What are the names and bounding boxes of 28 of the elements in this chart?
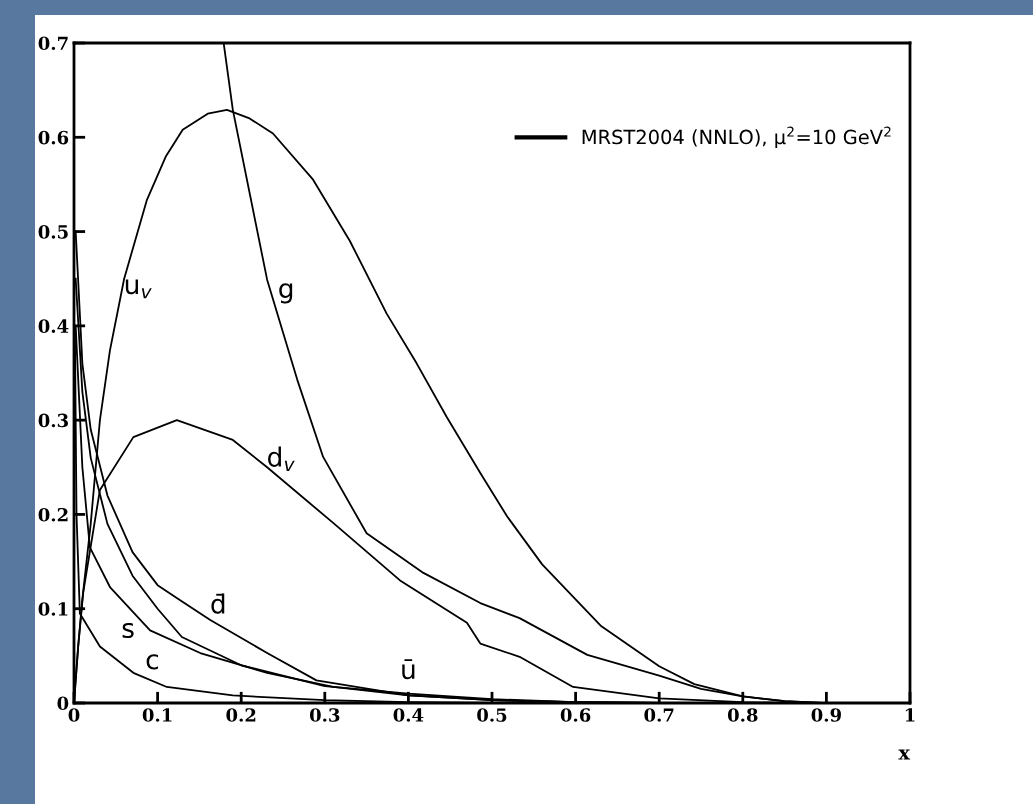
series-label: s — [122, 622, 134, 639]
series-label: u$_{v}$ — [125, 279, 152, 299]
x-tick-label: 0.8 — [727, 708, 758, 722]
annotation: MRST2004 (NNLO), μ$^{2}$=10 GeV$^{2}$ — [582, 126, 891, 149]
x-axis-title: x — [898, 749, 911, 760]
x-tick-label: 0.9 — [811, 708, 841, 722]
series-label: c — [146, 654, 159, 670]
y-tick-label: 0.4 — [38, 319, 69, 333]
series-label: d$_{v}$ — [268, 446, 295, 471]
series-label: g — [279, 283, 293, 304]
x-tick-label: 0.2 — [226, 708, 256, 722]
y-tick-label: 0.3 — [38, 413, 68, 428]
y-tick-label: 0 — [57, 696, 69, 711]
y-tick-label: 0.6 — [38, 130, 69, 145]
x-tick-label: 0.1 — [142, 708, 172, 722]
x-tick-label: 0.5 — [477, 708, 507, 722]
x-tick-label: 0.6 — [560, 708, 591, 722]
x-tick-label: 0.4 — [393, 708, 424, 722]
x-tick-label: 0.3 — [309, 708, 340, 722]
series-label: d̄ — [211, 593, 225, 614]
x-tick-label: 0.7 — [644, 708, 674, 722]
y-tick-label: 0.5 — [38, 225, 68, 239]
series-label: ū — [402, 659, 415, 680]
y-tick-label: 0.7 — [38, 36, 68, 51]
y-tick-label: 0.1 — [38, 602, 68, 616]
x-tick-label: 0 — [68, 708, 80, 722]
x-tick-label: 1 — [905, 708, 915, 722]
y-tick-label: 0.2 — [38, 507, 68, 522]
